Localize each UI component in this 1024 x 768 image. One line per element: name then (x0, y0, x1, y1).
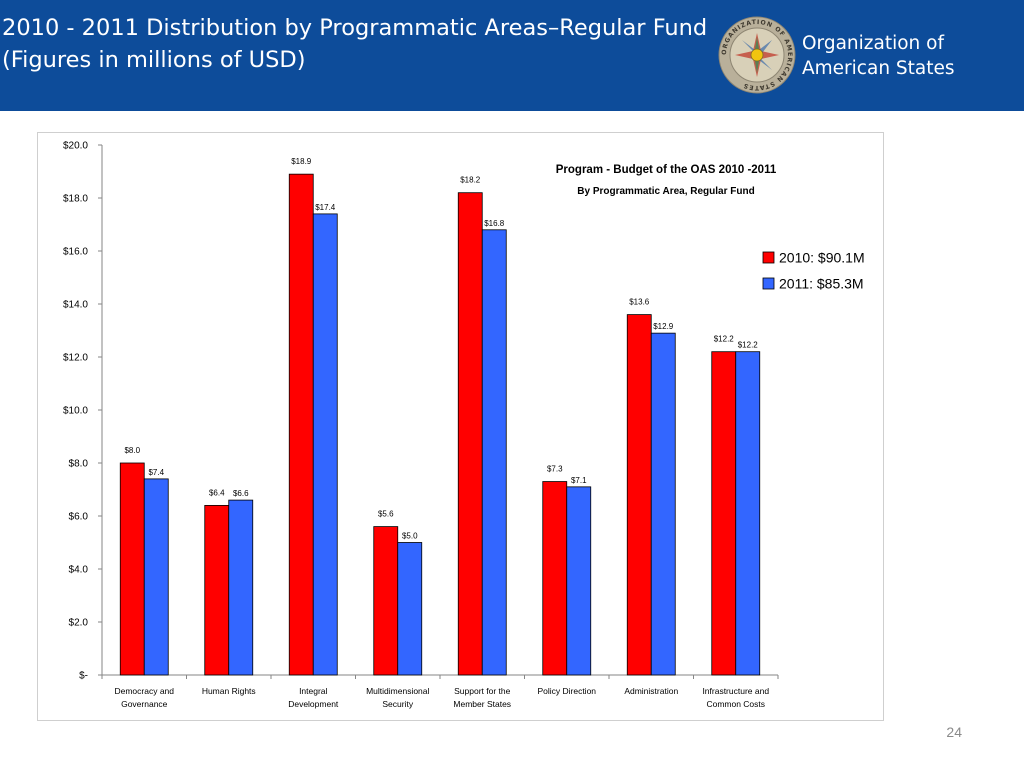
bar-2010 (457, 192, 483, 676)
data-label: $17.4 (315, 203, 336, 212)
y-tick-label: $4.0 (69, 565, 89, 576)
bar-2011 (566, 486, 592, 676)
y-tick-label: $18.0 (63, 194, 88, 205)
y-tick-label: $2.0 (69, 618, 89, 629)
y-tick-label: $6.0 (69, 512, 89, 523)
category-label: Development (288, 699, 339, 709)
data-label: $18.9 (291, 157, 312, 166)
category-label: Integral (299, 686, 327, 696)
bar-2010 (119, 462, 145, 676)
data-label: $7.1 (571, 476, 587, 485)
y-tick-label: $20.0 (63, 141, 88, 152)
bar-2011 (735, 351, 761, 676)
organization-name: Organization of American States (802, 31, 955, 81)
category-label: Multidimensional (366, 686, 429, 696)
y-tick-label: $- (79, 671, 88, 682)
bar-2010 (542, 481, 568, 676)
chart-frame: $- $2.0 $4.0 $6.0 $8.0 $10.0 $12.0 $14.0 $16.0 $1… (37, 132, 884, 721)
bar-2010 (711, 351, 737, 676)
chart-subtitle: By Programmatic Area, Regular Fund (577, 186, 754, 197)
bar-2011 (397, 542, 423, 676)
bar-2010 (626, 314, 652, 676)
legend-swatch (762, 251, 775, 264)
bar-2011 (228, 499, 254, 676)
data-label: $8.0 (124, 446, 140, 455)
category-label: Security (382, 699, 413, 709)
bar-2011 (481, 229, 507, 676)
data-label: $5.0 (402, 532, 418, 541)
y-tick-label: $12.0 (63, 353, 88, 364)
y-tick-label: $8.0 (69, 459, 89, 470)
page-title-line1: 2010 - 2011 Distribution by Programmatic… (2, 15, 708, 41)
bar-2010 (288, 173, 314, 676)
bar-2011 (650, 332, 676, 676)
data-label: $12.9 (653, 322, 674, 331)
category-label: Support for the (454, 686, 511, 696)
data-label: $16.8 (484, 219, 505, 228)
data-label: $12.2 (714, 335, 735, 344)
organization-name-line2: American States (802, 58, 955, 79)
header-banner: 2010 - 2011 Distribution by Programmatic… (0, 0, 1024, 111)
bar-2011 (312, 213, 338, 676)
bar-2010 (373, 526, 399, 676)
data-label: $6.6 (233, 489, 249, 498)
category-label: Democracy and (114, 686, 174, 696)
category-label: Policy Direction (537, 686, 596, 696)
data-label: $18.2 (460, 176, 481, 185)
category-label: Member States (453, 699, 511, 709)
category-label: Infrastructure and (702, 686, 769, 696)
organization-name-line1: Organization of (802, 33, 944, 54)
y-tick-label: $14.0 (63, 300, 88, 311)
legend-label: 2010: $90.1M (779, 250, 865, 266)
legend-label: 2011: $85.3M (779, 276, 864, 292)
page-title-line2: (Figures in millions of USD) (2, 47, 306, 73)
data-label: $5.6 (378, 510, 394, 519)
bar-2010 (204, 504, 230, 676)
y-tick-label: $10.0 (63, 406, 88, 417)
oas-seal-graphic: ORGANIZATION OF AMERICAN STATES (718, 16, 796, 94)
category-label: Common Costs (706, 699, 765, 709)
data-label: $7.3 (547, 465, 563, 474)
category-label: Governance (121, 699, 168, 709)
bar-2011 (143, 478, 169, 676)
page-title: 2010 - 2011 Distribution by Programmatic… (2, 12, 708, 76)
data-label: $6.4 (209, 488, 225, 497)
data-label: $13.6 (629, 298, 650, 307)
category-label: Human Rights (202, 686, 256, 696)
data-label: $12.2 (738, 341, 759, 350)
y-tick-label: $16.0 (63, 247, 88, 258)
chart-title: Program - Budget of the OAS 2010 -2011 (556, 164, 777, 176)
bar-chart: $- $2.0 $4.0 $6.0 $8.0 $10.0 $12.0 $14.0 $16.0 $1… (63, 141, 865, 710)
category-label: Administration (624, 686, 678, 696)
legend-swatch (762, 277, 775, 290)
data-label: $7.4 (148, 468, 164, 477)
oas-seal-logo: ORGANIZATION OF AMERICAN STATES (718, 16, 796, 94)
page-number: 24 (946, 724, 962, 740)
